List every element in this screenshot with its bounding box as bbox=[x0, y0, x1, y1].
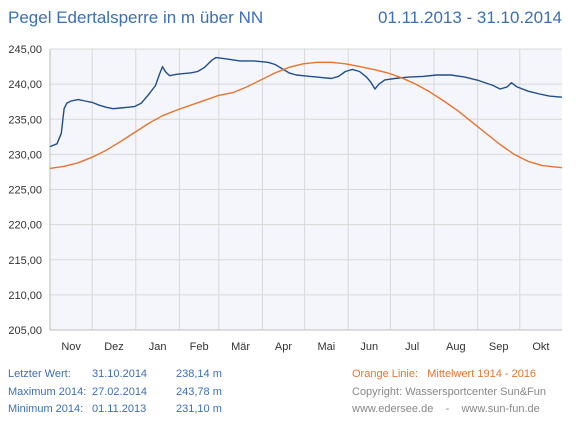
x-tick-label: Jun bbox=[360, 341, 378, 353]
max-label: Maximum 2014: bbox=[8, 386, 87, 398]
x-tick-label: Dez bbox=[104, 341, 124, 353]
y-tick-label: 220,00 bbox=[8, 220, 42, 232]
x-tick-label: Mai bbox=[318, 341, 336, 353]
y-tick-label: 210,00 bbox=[8, 290, 42, 302]
y-tick-label: 245,00 bbox=[8, 44, 42, 56]
date-range: 01.11.2013 - 31.10.2014 bbox=[377, 8, 562, 27]
x-tick-label: Okt bbox=[532, 341, 549, 353]
x-tick-label: Feb bbox=[190, 341, 209, 353]
mittelwert-label: Mittelwert 1914 - 2016 bbox=[427, 368, 537, 380]
last-value-date: 31.10.2014 bbox=[92, 368, 148, 380]
y-tick-label: 215,00 bbox=[8, 255, 42, 267]
max-date: 27.02.2014 bbox=[92, 386, 148, 398]
y-tick-label: 205,00 bbox=[8, 325, 42, 337]
min-value: 231,10 m bbox=[176, 403, 222, 415]
url-line: www.edersee.de - www.sun-fun.de bbox=[352, 403, 540, 415]
plot-area: 245,00 240,00 235,00 230,00 225,00 220,00 215,… bbox=[8, 44, 563, 353]
chart-title: Pegel Edertalsperre in m über NN bbox=[8, 8, 264, 27]
min-date: 01.11.2013 bbox=[92, 403, 147, 415]
x-tick-label: Aug bbox=[446, 341, 466, 353]
legend-orange: Orange Linie: Mittelwert 1914 - 2016 bbox=[352, 368, 536, 380]
y-tick-label: 230,00 bbox=[8, 149, 42, 161]
orange-line-label: Orange Linie: bbox=[352, 368, 419, 380]
y-tick-label: 240,00 bbox=[8, 79, 42, 91]
x-tick-label: Jul bbox=[405, 341, 419, 353]
x-tick-label: Nov bbox=[61, 341, 81, 353]
last-value-label: Letzter Wert: bbox=[8, 368, 71, 380]
url-sunfun[interactable]: www.sun-fun.de bbox=[461, 403, 540, 415]
url-edersee[interactable]: www.edersee.de bbox=[352, 403, 434, 415]
x-tick-label: Sep bbox=[489, 341, 509, 353]
last-value: 238,14 m bbox=[176, 368, 222, 380]
x-tick-label: Jan bbox=[149, 341, 167, 353]
series-line-pegel bbox=[49, 56, 563, 148]
max-value: 243,78 m bbox=[176, 386, 222, 398]
url-separator: - bbox=[445, 403, 450, 415]
y-tick-label: 225,00 bbox=[8, 185, 42, 197]
series-line-mittelwert bbox=[49, 61, 563, 170]
y-tick-label: 235,00 bbox=[8, 114, 42, 126]
x-tick-label: Mär bbox=[231, 341, 250, 353]
copyright: Copyright: Wassersportcenter Sun&Fun bbox=[352, 386, 547, 398]
min-label: Minimum 2014: bbox=[8, 403, 84, 415]
x-tick-label: Apr bbox=[275, 341, 292, 353]
